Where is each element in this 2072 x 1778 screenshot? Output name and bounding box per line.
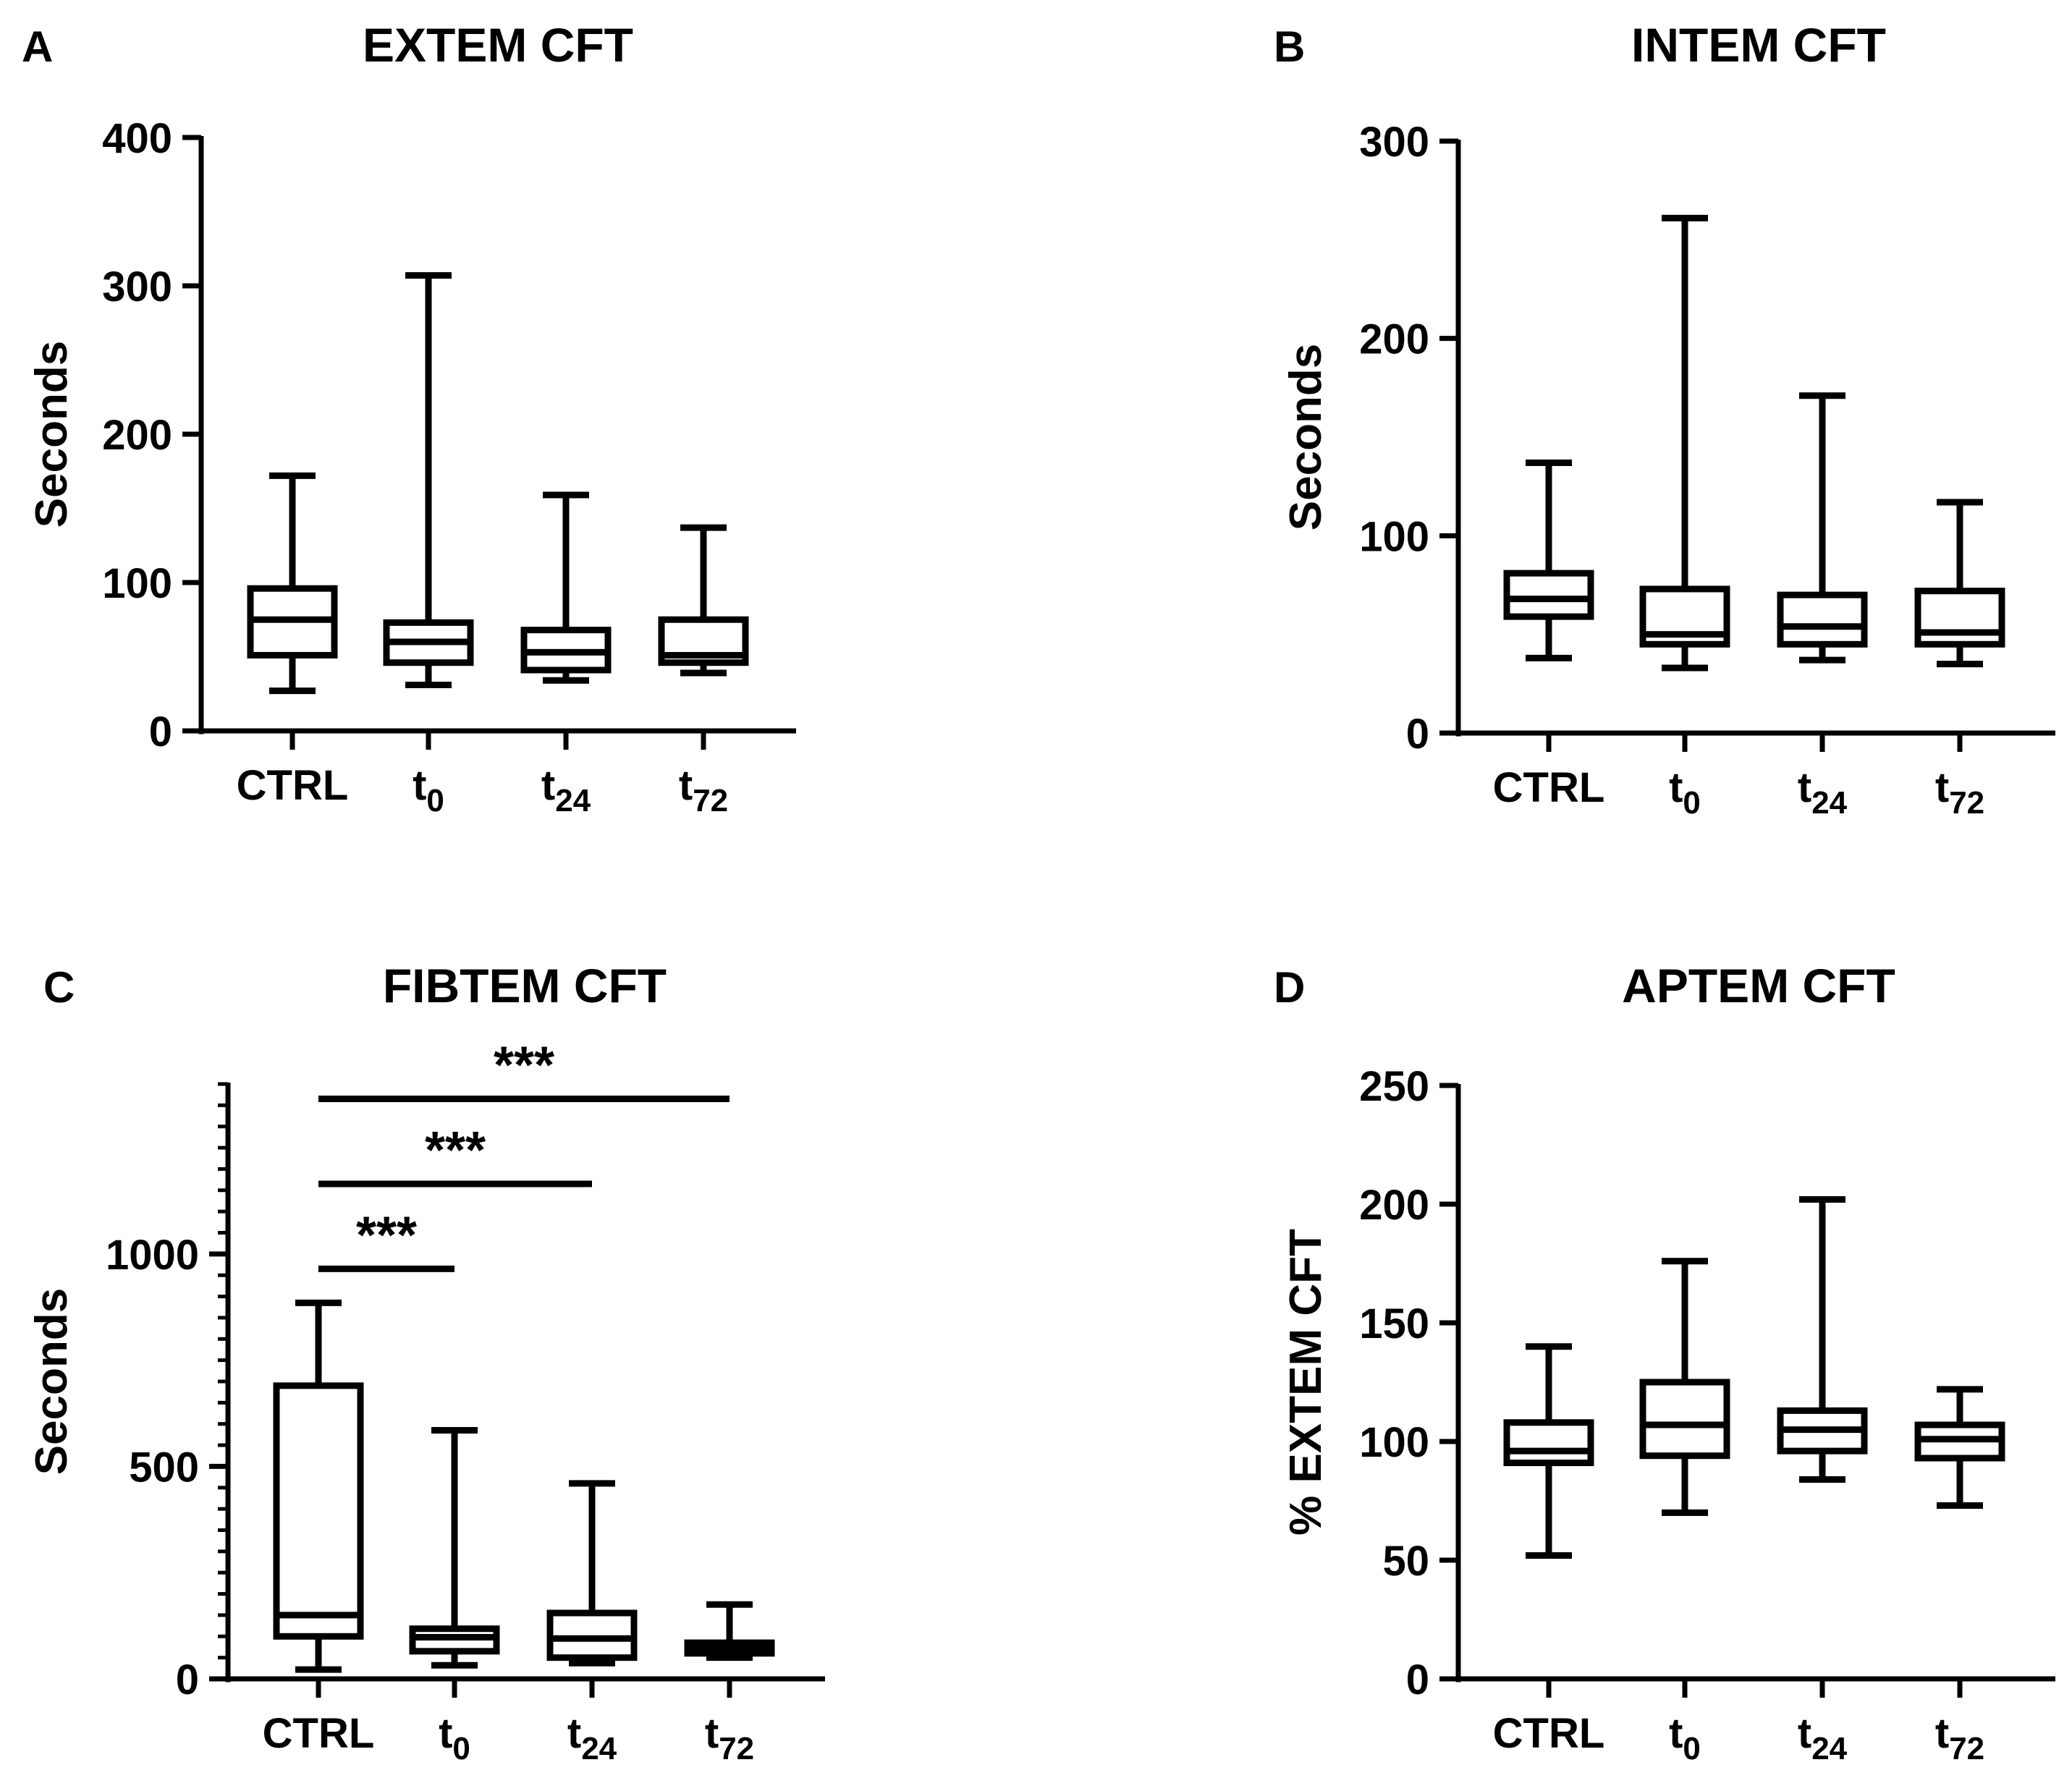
chart-title: INTEM CFT bbox=[1631, 18, 1886, 72]
box-4 bbox=[658, 524, 749, 677]
x-tick-label: t72 bbox=[1935, 764, 1984, 821]
panel-d: D APTEM CFT % EXTEM CFT 0 50 100 150 200 250 CTRL… bbox=[1274, 959, 2055, 1766]
box-3 bbox=[546, 1480, 638, 1667]
box-4 bbox=[1914, 1386, 2005, 1510]
x-tick-label: t24 bbox=[1798, 1710, 1848, 1766]
box-iqr bbox=[273, 1382, 364, 1640]
box-iqr bbox=[1777, 591, 1868, 648]
y-tick-label: 300 bbox=[102, 263, 172, 310]
panel-label: C bbox=[43, 963, 75, 1012]
x-tick-label: CTRL bbox=[237, 762, 349, 809]
box-2 bbox=[383, 272, 474, 688]
chart-title: FIBTEM CFT bbox=[383, 959, 667, 1012]
box-3 bbox=[1777, 1195, 1868, 1483]
x-tick-label: t72 bbox=[1935, 1710, 1984, 1766]
y-tick-label: 100 bbox=[1359, 1419, 1429, 1466]
y-tick-label: 0 bbox=[1406, 1656, 1429, 1703]
panel-label: B bbox=[1274, 22, 1305, 71]
y-tick-label: 50 bbox=[1382, 1538, 1429, 1585]
panel-label: D bbox=[1274, 963, 1305, 1012]
box-1 bbox=[1503, 1343, 1594, 1559]
y-axis-label: Seconds bbox=[1281, 344, 1331, 530]
y-tick-label: 250 bbox=[1359, 1063, 1429, 1110]
y-tick-label: 500 bbox=[129, 1444, 199, 1491]
x-tick-label: t24 bbox=[541, 762, 591, 818]
box-4 bbox=[1914, 499, 2005, 668]
y-tick-label: 100 bbox=[1359, 513, 1429, 560]
y-tick-label: 150 bbox=[1359, 1300, 1429, 1347]
box-iqr bbox=[1503, 570, 1594, 620]
box-2 bbox=[409, 1427, 500, 1669]
panel-a: A EXTEM CFT Seconds 0 100 200 300 400 CTRL t0 t24 t… bbox=[22, 18, 796, 818]
x-tick-label: t24 bbox=[567, 1710, 617, 1766]
y-axis-label: Seconds bbox=[27, 1288, 77, 1475]
y-tick-label: 100 bbox=[102, 560, 172, 607]
box-iqr bbox=[1639, 1379, 1730, 1460]
x-tick-label: t0 bbox=[1669, 764, 1701, 821]
y-axis-label: Seconds bbox=[27, 341, 77, 528]
x-tick-label: t72 bbox=[705, 1710, 754, 1766]
box-iqr bbox=[1503, 1419, 1594, 1467]
box-1 bbox=[1503, 459, 1594, 661]
y-tick-label: 200 bbox=[1359, 1182, 1429, 1229]
significance-label: *** bbox=[494, 1037, 554, 1095]
x-tick-label: CTRL bbox=[1493, 1710, 1605, 1757]
y-tick-label: 1000 bbox=[106, 1232, 199, 1279]
box-2 bbox=[1639, 1258, 1730, 1516]
x-tick-label: CTRL bbox=[1493, 764, 1605, 811]
y-tick-label: 200 bbox=[1359, 316, 1429, 363]
x-tick-label: t0 bbox=[439, 1710, 470, 1766]
x-tick-label: t0 bbox=[413, 762, 444, 818]
x-tick-label: CTRL bbox=[263, 1710, 375, 1757]
y-tick-label: 400 bbox=[102, 115, 172, 162]
x-tick-label: t0 bbox=[1669, 1710, 1701, 1766]
box-3 bbox=[520, 491, 612, 684]
y-tick-label: 0 bbox=[149, 708, 172, 755]
y-tick-label: 200 bbox=[102, 412, 172, 459]
box-iqr bbox=[1914, 588, 2005, 648]
chart-title: APTEM CFT bbox=[1622, 959, 1895, 1012]
y-tick-label: 300 bbox=[1359, 119, 1429, 166]
y-tick-label: 0 bbox=[176, 1656, 199, 1703]
box-1 bbox=[247, 472, 338, 695]
box-2 bbox=[1639, 214, 1730, 672]
panel-label: A bbox=[22, 22, 53, 71]
significance-label: *** bbox=[425, 1122, 486, 1180]
box-4 bbox=[684, 1601, 775, 1661]
x-tick-label: t24 bbox=[1798, 764, 1848, 821]
box-3 bbox=[1777, 392, 1868, 664]
significance-label: *** bbox=[356, 1206, 417, 1264]
box-1 bbox=[273, 1299, 364, 1673]
y-axis-label: % EXTEM CFT bbox=[1281, 1229, 1331, 1536]
chart-title: EXTEM CFT bbox=[363, 18, 633, 72]
panel-b: B INTEM CFT Seconds 0 100 200 300 CTRL t0 t24 t72 bbox=[1274, 18, 2055, 821]
panel-c: C FIBTEM CFT Seconds 0 500 1000 CTRL t0 t24 t72 **… bbox=[27, 959, 825, 1766]
y-tick-label: 0 bbox=[1406, 711, 1429, 758]
x-tick-label: t72 bbox=[679, 762, 728, 818]
